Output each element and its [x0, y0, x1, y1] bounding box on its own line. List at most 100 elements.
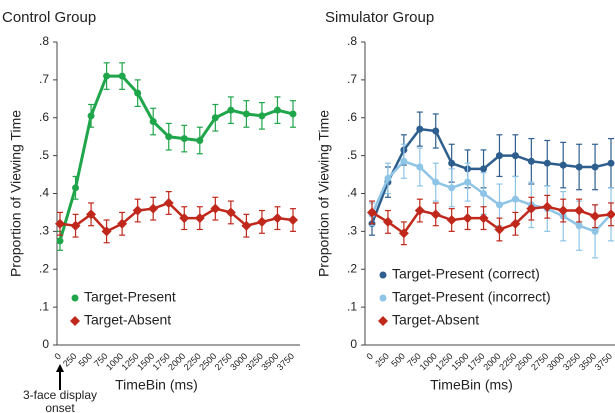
annotation-box: 3-face display onset	[22, 389, 98, 413]
marker	[543, 159, 551, 167]
marker	[227, 106, 235, 114]
x-tick-label: 1000	[418, 351, 439, 372]
legend-marker	[379, 271, 387, 279]
marker	[382, 216, 393, 227]
marker	[149, 118, 157, 126]
legend-marker	[378, 316, 388, 326]
marker	[511, 152, 519, 160]
marker	[55, 218, 65, 229]
marker	[258, 112, 266, 120]
marker	[495, 201, 503, 209]
x-tick-label: 0	[364, 351, 375, 362]
marker	[607, 159, 615, 167]
x-tick-label: 1750	[465, 351, 486, 372]
x-tick-label: 500	[389, 351, 407, 369]
marker	[367, 207, 377, 218]
y-tick-label: .4	[347, 186, 357, 200]
marker	[448, 184, 456, 192]
marker	[148, 203, 159, 214]
legend-marker	[379, 294, 387, 302]
x-axis-label: TimeBin (ms)	[430, 377, 513, 393]
marker	[72, 184, 80, 192]
marker	[163, 197, 174, 208]
marker	[398, 228, 409, 239]
y-tick-label: .8	[347, 34, 357, 48]
marker	[511, 195, 519, 203]
legend-label: Target-Present (correct)	[392, 266, 540, 282]
marker	[416, 163, 424, 171]
x-tick-label: 250	[373, 351, 391, 369]
marker	[542, 201, 553, 212]
series-line	[58, 74, 294, 242]
marker	[241, 220, 252, 231]
marker	[210, 203, 221, 214]
x-tick-label: 3750	[275, 351, 296, 372]
x-tick-label: 1500	[449, 351, 470, 372]
marker	[575, 163, 583, 171]
marker	[70, 220, 81, 231]
marker	[558, 205, 569, 216]
marker	[132, 205, 143, 216]
x-tick-label: 500	[76, 351, 94, 369]
marker	[559, 161, 567, 169]
marker	[462, 213, 473, 224]
marker	[242, 110, 250, 118]
marker	[194, 213, 205, 224]
x-tick-label: 3250	[561, 351, 582, 372]
marker	[56, 237, 64, 245]
marker	[272, 213, 283, 224]
legend-label: Target-Absent	[84, 312, 171, 328]
marker	[446, 215, 457, 226]
x-tick-label: 2250	[497, 351, 518, 372]
y-tick-label: .5	[39, 148, 49, 162]
marker	[118, 72, 126, 80]
y-tick-label: .7	[39, 72, 49, 86]
y-tick-label: .3	[347, 224, 357, 238]
y-tick-label: .8	[39, 34, 49, 48]
x-tick-label: 2500	[513, 351, 534, 372]
marker	[134, 89, 142, 97]
y-tick-label: .6	[347, 110, 357, 124]
y-axis-label: Proportion of Viewing Time	[316, 110, 332, 277]
marker	[256, 216, 267, 227]
x-tick-label: 0	[52, 351, 63, 362]
x-tick-label: 3750	[593, 351, 614, 372]
y-axis-label: Proportion of Viewing Time	[8, 110, 24, 277]
marker	[179, 213, 190, 224]
marker	[430, 209, 441, 220]
marker	[526, 203, 537, 214]
y-tick-label: 0	[42, 337, 49, 351]
marker	[400, 157, 408, 165]
marker	[494, 224, 505, 235]
legend-label: Target-Absent	[392, 312, 479, 328]
marker	[574, 205, 585, 216]
chart-title: Control Group	[2, 9, 96, 26]
x-tick-label: 2000	[481, 351, 502, 372]
x-tick-label: 2750	[529, 351, 550, 372]
x-tick-label: 1250	[434, 351, 455, 372]
legend-label: Target-Present (incorrect)	[392, 289, 551, 305]
y-tick-label: .2	[39, 261, 49, 275]
marker	[590, 211, 601, 222]
y-tick-label: .5	[347, 148, 357, 162]
series-line	[370, 127, 612, 225]
legend-label: Target-Present	[84, 289, 176, 305]
marker	[432, 127, 440, 135]
marker	[448, 159, 456, 167]
x-tick-label: 3500	[577, 351, 598, 372]
y-tick-label: .4	[39, 186, 49, 200]
marker	[464, 178, 472, 186]
marker	[510, 218, 521, 229]
marker	[480, 190, 488, 197]
marker	[606, 209, 615, 220]
marker	[211, 114, 219, 122]
annotation: 3-face display onset	[22, 389, 98, 413]
marker	[416, 125, 424, 133]
marker	[414, 205, 425, 216]
marker	[495, 152, 503, 160]
marker	[101, 226, 112, 237]
series-line	[59, 201, 294, 233]
marker	[180, 135, 188, 143]
